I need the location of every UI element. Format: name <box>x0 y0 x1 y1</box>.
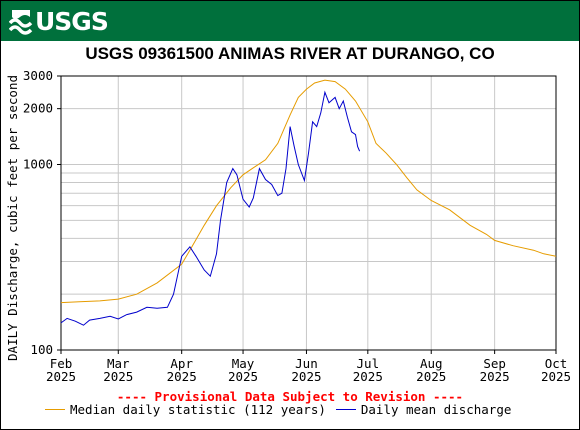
legend-label-daily-mean: Daily mean discharge <box>360 402 512 417</box>
chart-title: USGS 09361500 ANIMAS RIVER AT DURANGO, C… <box>85 44 495 63</box>
legend-item-daily-mean: Daily mean discharge <box>335 402 512 417</box>
legend-label-median: Median daily statistic (112 years) <box>70 402 326 417</box>
y-tick-label: 1000 <box>23 157 53 172</box>
plot-area-border <box>60 75 557 351</box>
x-tick-year-label: 2025 <box>167 369 197 384</box>
x-tick-year-label: 2025 <box>228 369 258 384</box>
x-tick-month-label: Mar <box>107 356 130 371</box>
axis-ticks: Feb2025Mar2025Apr2025May2025Jun2025Jul20… <box>23 68 571 384</box>
x-tick-month-label: Aug <box>420 356 443 371</box>
daily-mean-discharge-line <box>60 90 361 326</box>
series-lines <box>60 79 557 326</box>
x-tick-month-label: Apr <box>170 356 193 371</box>
legend: Median daily statistic (112 years) Daily… <box>45 402 521 417</box>
x-tick-year-label: 2025 <box>480 369 510 384</box>
x-tick-year-label: 2025 <box>103 369 133 384</box>
x-tick-year-label: 2025 <box>353 369 383 384</box>
x-tick-month-label: Jul <box>357 356 380 371</box>
x-tick-month-label: Feb <box>50 356 73 371</box>
legend-item-median: Median daily statistic (112 years) <box>45 402 326 417</box>
legend-swatch-median <box>45 409 65 410</box>
grid-lines <box>61 76 556 350</box>
x-tick-month-label: Oct <box>545 356 568 371</box>
usgs-banner: USGS <box>1 1 579 41</box>
y-tick-label: 2000 <box>23 101 53 116</box>
x-tick-year-label: 2025 <box>541 369 571 384</box>
provisional-notice: ---- Provisional Data Subject to Revisio… <box>116 389 464 404</box>
x-tick-month-label: Jun <box>295 356 318 371</box>
usgs-logo[interactable]: USGS <box>9 5 109 37</box>
y-tick-label: 3000 <box>23 68 53 83</box>
usgs-logo-text: USGS <box>35 6 109 36</box>
x-tick-month-label: Sep <box>483 356 506 371</box>
x-tick-year-label: 2025 <box>416 369 446 384</box>
x-tick-year-label: 2025 <box>46 369 76 384</box>
median-statistic-line <box>60 79 557 304</box>
y-tick-label: 100 <box>30 342 53 357</box>
x-tick-month-label: May <box>232 356 255 371</box>
x-tick-year-label: 2025 <box>291 369 321 384</box>
usgs-wave-icon <box>9 10 33 35</box>
legend-swatch-daily-mean <box>335 409 356 410</box>
y-axis-label: DAILY Discharge, cubic feet per second <box>5 75 20 361</box>
